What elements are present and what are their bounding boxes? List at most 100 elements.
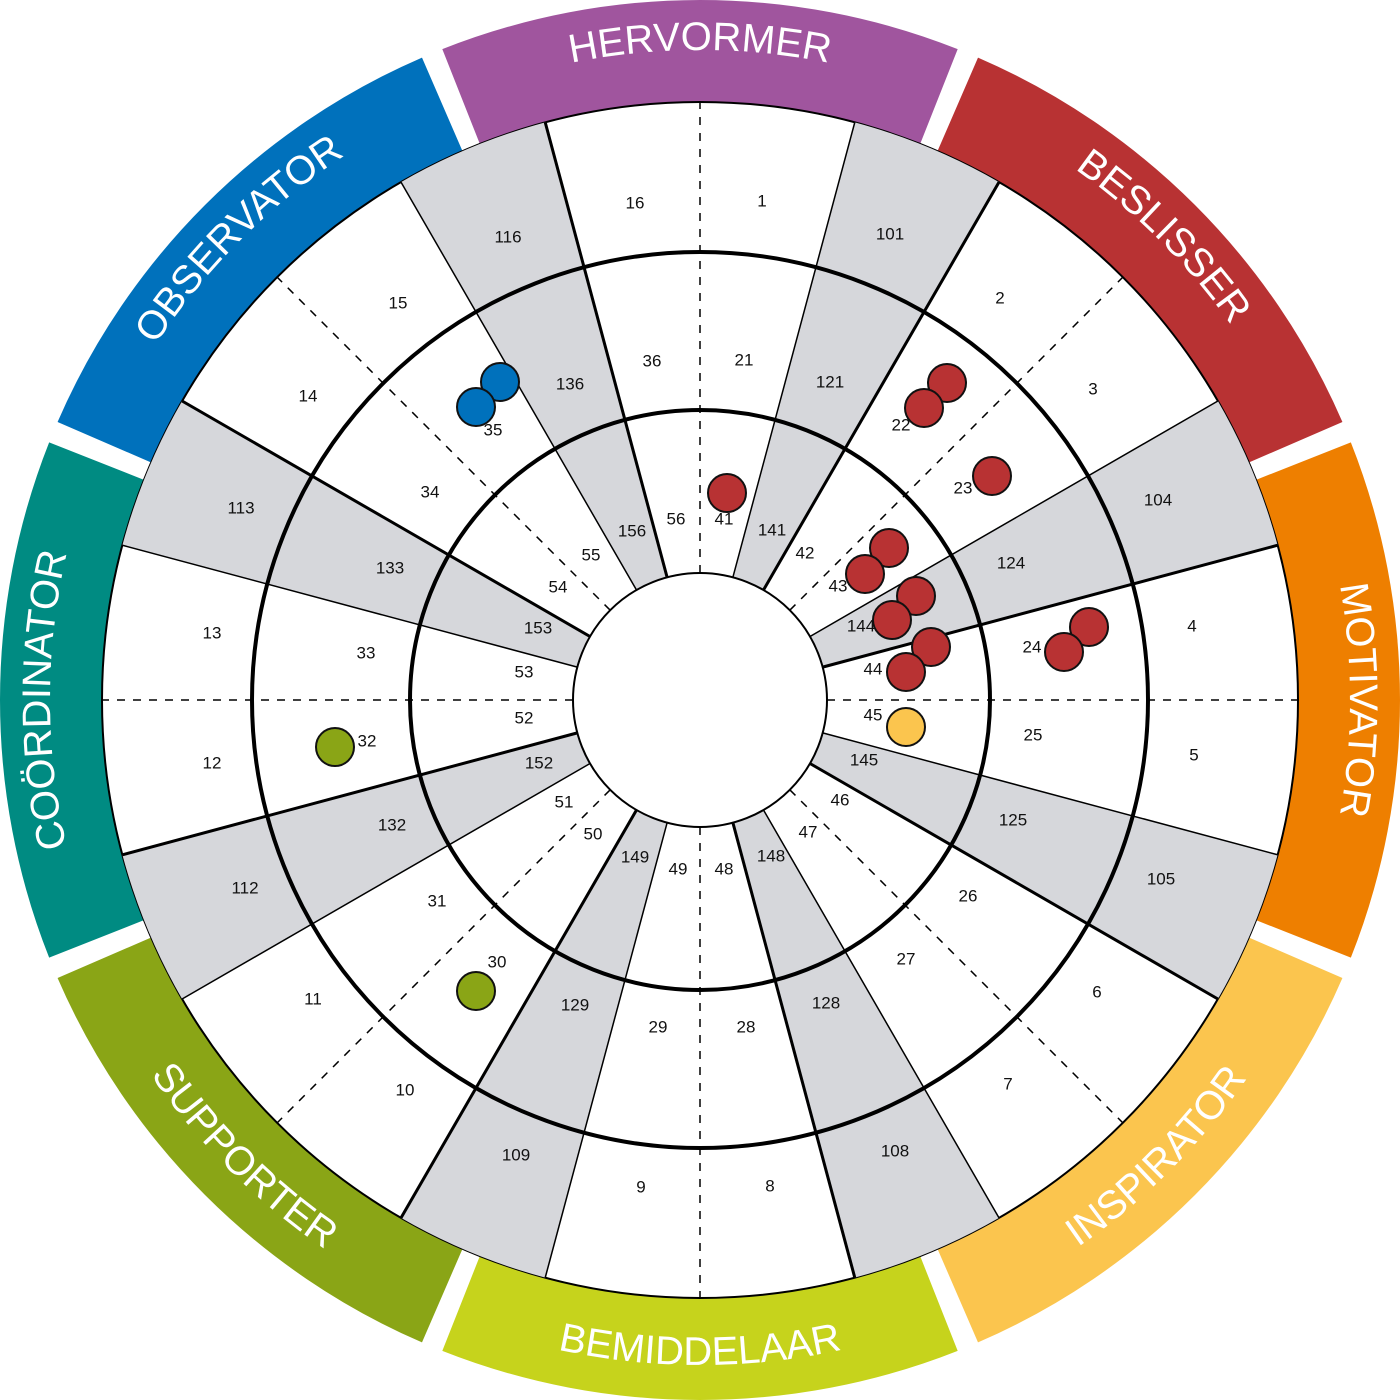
score-dot	[456, 387, 496, 427]
score-dot	[456, 971, 496, 1011]
item-number: 124	[997, 553, 1025, 572]
item-number: 108	[881, 1141, 909, 1160]
score-dot	[315, 727, 355, 767]
item-number: 42	[796, 543, 815, 562]
item-number: 11	[304, 989, 322, 1008]
item-number: 50	[584, 824, 603, 843]
item-number: 148	[757, 846, 785, 865]
item-number: 156	[618, 521, 646, 540]
item-number: 116	[494, 227, 521, 246]
item-number: 105	[1147, 869, 1175, 888]
item-number: 27	[897, 949, 916, 968]
item-number: 121	[816, 372, 844, 391]
item-number: 7	[1003, 1074, 1012, 1093]
score-dot	[869, 528, 909, 568]
score-dot	[1044, 632, 1084, 672]
item-number: 1	[757, 191, 766, 210]
item-number: 49	[669, 859, 688, 878]
item-number: 125	[999, 810, 1027, 829]
score-dot	[845, 554, 885, 594]
item-number: 5	[1189, 745, 1198, 764]
score-dot	[927, 363, 967, 403]
ring	[408, 408, 992, 992]
item-number: 10	[396, 1080, 415, 1099]
item-number: 31	[428, 891, 447, 910]
item-number: 145	[850, 750, 878, 769]
item-number: 14	[299, 386, 318, 405]
score-dot	[480, 362, 520, 402]
score-dot	[972, 456, 1012, 496]
item-number: 55	[582, 545, 601, 564]
item-number: 25	[1024, 725, 1043, 744]
item-number: 43	[829, 576, 848, 595]
item-number: 2	[995, 288, 1004, 307]
item-number: 141	[758, 520, 786, 539]
item-number: 149	[621, 847, 649, 866]
item-number: 51	[555, 792, 574, 811]
item-number: 4	[1187, 616, 1196, 635]
item-number: 41	[715, 509, 734, 528]
item-number: 136	[556, 374, 584, 393]
item-number: 112	[231, 878, 258, 897]
item-number: 33	[357, 643, 376, 662]
item-number: 9	[636, 1177, 645, 1196]
item-number: 54	[549, 577, 568, 596]
item-number: 113	[227, 498, 254, 517]
item-number: 3	[1088, 379, 1097, 398]
score-dot	[896, 576, 936, 616]
score-dot	[904, 388, 944, 428]
item-number: 56	[667, 509, 686, 528]
item-number: 144	[847, 616, 875, 635]
item-number: 36	[643, 351, 662, 370]
item-number: 45	[864, 705, 883, 724]
score-dot	[1069, 607, 1109, 647]
item-number: 35	[484, 420, 503, 439]
center-hole	[572, 572, 828, 828]
item-number: 6	[1092, 982, 1101, 1001]
item-number: 22	[892, 415, 911, 434]
score-dot	[707, 473, 747, 513]
role-band-bemiddelaar: BEMIDDELAAR	[442, 1256, 958, 1400]
item-number: 152	[525, 753, 553, 772]
item-number: 53	[515, 662, 534, 681]
item-number: 29	[649, 1017, 668, 1036]
item-number: 26	[959, 886, 978, 905]
item-number: 8	[765, 1176, 774, 1195]
item-number: 13	[203, 623, 222, 642]
item-number: 32	[358, 731, 377, 750]
item-number: 104	[1144, 490, 1172, 509]
item-number: 128	[812, 993, 840, 1012]
item-number: 129	[561, 995, 589, 1014]
item-number: 28	[737, 1017, 756, 1036]
item-number: 16	[626, 193, 645, 212]
score-dot	[872, 600, 912, 640]
item-number: 15	[389, 293, 408, 312]
item-number: 46	[831, 790, 850, 809]
ring	[250, 250, 1150, 1150]
item-number: 34	[421, 482, 440, 501]
item-number: 12	[203, 753, 222, 772]
item-number: 101	[876, 224, 904, 243]
item-number: 52	[515, 708, 534, 727]
item-number: 21	[735, 350, 754, 369]
role-band-coördinator: COÖRDINATOR	[0, 442, 144, 958]
item-number: 30	[488, 952, 507, 971]
item-number: 23	[954, 478, 973, 497]
item-number: 44	[864, 659, 883, 678]
item-number: 153	[524, 618, 552, 637]
item-number: 24	[1023, 637, 1042, 656]
item-number: 48	[715, 859, 734, 878]
item-number: 47	[799, 822, 818, 841]
item-number: 132	[378, 815, 406, 834]
item-number: 133	[376, 558, 404, 577]
role-band-hervormer: HERVORMER	[442, 0, 958, 144]
item-number: 109	[502, 1145, 530, 1164]
score-dot	[886, 707, 926, 747]
score-dot	[911, 627, 951, 667]
role-band-motivator: MOTIVATOR	[1256, 442, 1400, 958]
score-dot	[886, 652, 926, 692]
score-dots	[315, 362, 1109, 1011]
